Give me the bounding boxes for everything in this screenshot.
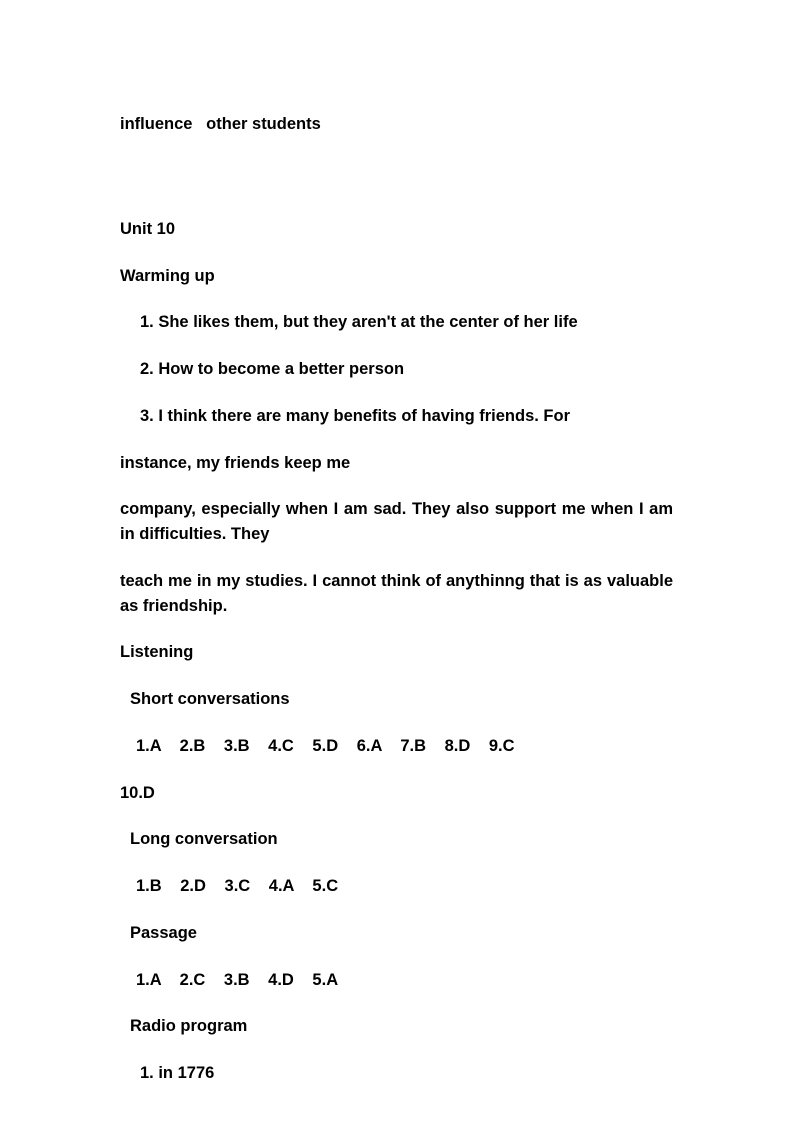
warming-item-3-part1: 3. I think there are many benefits of ha… xyxy=(120,404,673,429)
warming-item-3-part3: company, especially when I am sad. They … xyxy=(120,497,673,547)
passage-answers: 1.A 2.C 3.B 4.D 5.A xyxy=(120,968,673,993)
short-conversations-answers-1: 1.A 2.B 3.B 4.C 5.D 6.A 7.B 8.D 9.C xyxy=(120,734,673,759)
long-conversation-answers: 1.B 2.D 3.C 4.A 5.C xyxy=(120,874,673,899)
warming-up-label: Warming up xyxy=(120,264,673,289)
warming-item-2: 2. How to become a better person xyxy=(120,357,673,382)
unit-title: Unit 10 xyxy=(120,217,673,242)
warming-item-3-part4: teach me in my studies. I cannot think o… xyxy=(120,569,673,619)
warming-item-1: 1. She likes them, but they aren't at th… xyxy=(120,310,673,335)
radio-program-label: Radio program xyxy=(120,1014,673,1039)
passage-label: Passage xyxy=(120,921,673,946)
short-conversations-answers-2: 10.D xyxy=(120,781,673,806)
long-conversation-label: Long conversation xyxy=(120,827,673,852)
spacer xyxy=(120,159,673,207)
header-text: influence other students xyxy=(120,112,673,137)
short-conversations-label: Short conversations xyxy=(120,687,673,712)
listening-label: Listening xyxy=(120,640,673,665)
radio-program-item-1: 1. in 1776 xyxy=(120,1061,673,1086)
warming-item-3-part2: instance, my friends keep me xyxy=(120,451,673,476)
